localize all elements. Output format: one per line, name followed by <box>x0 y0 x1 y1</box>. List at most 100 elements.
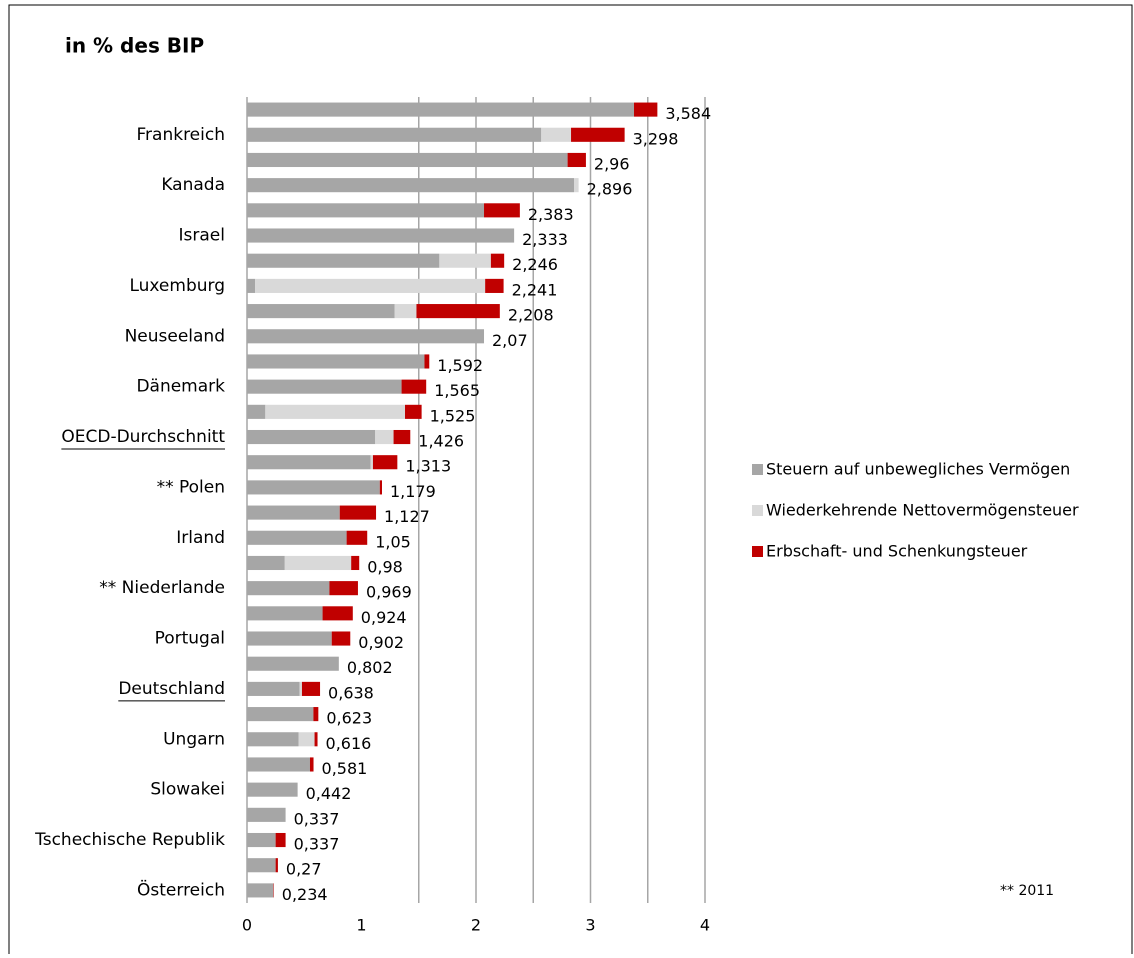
bar-segment <box>405 405 422 419</box>
bar-segment <box>351 556 359 570</box>
bar-segment <box>255 279 485 293</box>
bar-segment <box>373 455 397 469</box>
bar-segment <box>485 279 503 293</box>
bar-segment <box>247 455 371 469</box>
bar-segment <box>276 833 286 847</box>
category-label: Israel <box>179 226 225 246</box>
category-label: Irland <box>176 528 225 548</box>
total-label: 0,616 <box>326 734 372 753</box>
total-label: 2,246 <box>512 255 558 274</box>
chart-title: in % des BIP <box>65 34 204 58</box>
legend-swatch <box>752 505 763 516</box>
category-label: Deutschland <box>118 679 225 699</box>
category-label: Portugal <box>155 629 225 649</box>
bar-segment <box>247 707 313 721</box>
bar-segment <box>247 203 484 217</box>
bar-segment <box>310 757 314 771</box>
total-label: 1,05 <box>375 532 411 551</box>
bar-segment <box>247 883 273 897</box>
total-label: 0,234 <box>282 885 328 904</box>
bar-segment <box>247 405 265 419</box>
x-tick-label: 0 <box>242 916 252 935</box>
x-tick-label: 4 <box>700 916 710 935</box>
bar-segment <box>313 707 318 721</box>
category-label: ** Polen <box>157 477 225 497</box>
bar-segment <box>247 228 514 242</box>
bar-segment <box>265 405 405 419</box>
legend-swatch <box>752 464 763 475</box>
bar-segment <box>484 203 520 217</box>
bar-segment <box>247 833 276 847</box>
bar-segment <box>571 128 625 142</box>
bar-segment <box>247 254 439 268</box>
total-label: 1,127 <box>384 507 430 526</box>
bar-segment <box>247 808 286 822</box>
bar-segment <box>247 304 395 318</box>
total-label: 0,27 <box>286 860 322 879</box>
category-label: Frankreich <box>137 125 226 145</box>
bar-segment <box>439 254 491 268</box>
total-label: 1,565 <box>434 381 480 400</box>
bar-segment <box>568 153 586 167</box>
bar-segment <box>315 732 318 746</box>
category-label: Luxemburg <box>129 276 225 296</box>
total-label: 3,584 <box>665 104 711 123</box>
bar-segment <box>347 531 368 545</box>
total-label: 2,333 <box>522 230 568 249</box>
bar-segment <box>247 581 329 595</box>
category-label: Ungarn <box>163 729 225 749</box>
bar-segment <box>247 757 310 771</box>
category-label: Österreich <box>137 878 225 900</box>
bar-segment <box>329 581 358 595</box>
x-tick-label: 1 <box>356 916 366 935</box>
total-label: 0,581 <box>322 759 368 778</box>
x-tick-label: 3 <box>585 916 595 935</box>
category-label: Tschechische Republik <box>34 830 225 850</box>
bar-segment <box>247 380 402 394</box>
total-label: 2,383 <box>528 205 574 224</box>
bar-segment <box>247 556 285 570</box>
bar-segment <box>247 329 484 343</box>
bar-segment <box>247 732 299 746</box>
total-label: 0,924 <box>361 608 407 627</box>
total-label: 0,337 <box>294 809 340 828</box>
bar-segment <box>247 858 276 872</box>
total-label: 0,969 <box>366 583 412 602</box>
bar-segment <box>247 682 300 696</box>
bar-segment <box>394 430 411 444</box>
category-label: Dänemark <box>136 377 225 397</box>
total-label: 2,96 <box>594 154 630 173</box>
total-label: 0,98 <box>367 557 403 576</box>
bar-segment <box>247 430 375 444</box>
total-label: 0,623 <box>326 709 372 728</box>
bar-segment <box>276 858 278 872</box>
bar-segment <box>247 354 424 368</box>
bar-segment <box>247 128 541 142</box>
legend-label: Wiederkehrende Nettovermögensteuer <box>766 501 1079 520</box>
bar-segment <box>247 783 298 797</box>
category-label: Neuseeland <box>125 326 225 346</box>
legend-label: Steuern auf unbewegliches Vermögen <box>766 460 1070 479</box>
footnote: ** 2011 <box>1000 883 1054 899</box>
total-label: 2,241 <box>512 280 558 299</box>
total-label: 1,426 <box>418 432 464 451</box>
total-label: 0,802 <box>347 658 393 677</box>
category-label: Slowakei <box>150 780 225 800</box>
bar-segment <box>395 304 417 318</box>
bar-segment <box>299 732 315 746</box>
legend-swatch <box>752 546 763 557</box>
bar-segment <box>247 480 380 494</box>
total-label: 1,179 <box>390 482 436 501</box>
total-label: 2,208 <box>508 306 554 325</box>
bar-segment <box>416 304 499 318</box>
x-tick-label: 2 <box>471 916 481 935</box>
category-label: OECD-Durchschnitt <box>61 427 225 447</box>
bar-segment <box>247 606 323 620</box>
bar-segment <box>300 682 302 696</box>
bar-segment <box>247 279 255 293</box>
total-label: 1,525 <box>430 406 476 425</box>
bar-segment <box>380 480 382 494</box>
category-label: Kanada <box>161 175 225 195</box>
total-label: 3,298 <box>633 129 679 148</box>
